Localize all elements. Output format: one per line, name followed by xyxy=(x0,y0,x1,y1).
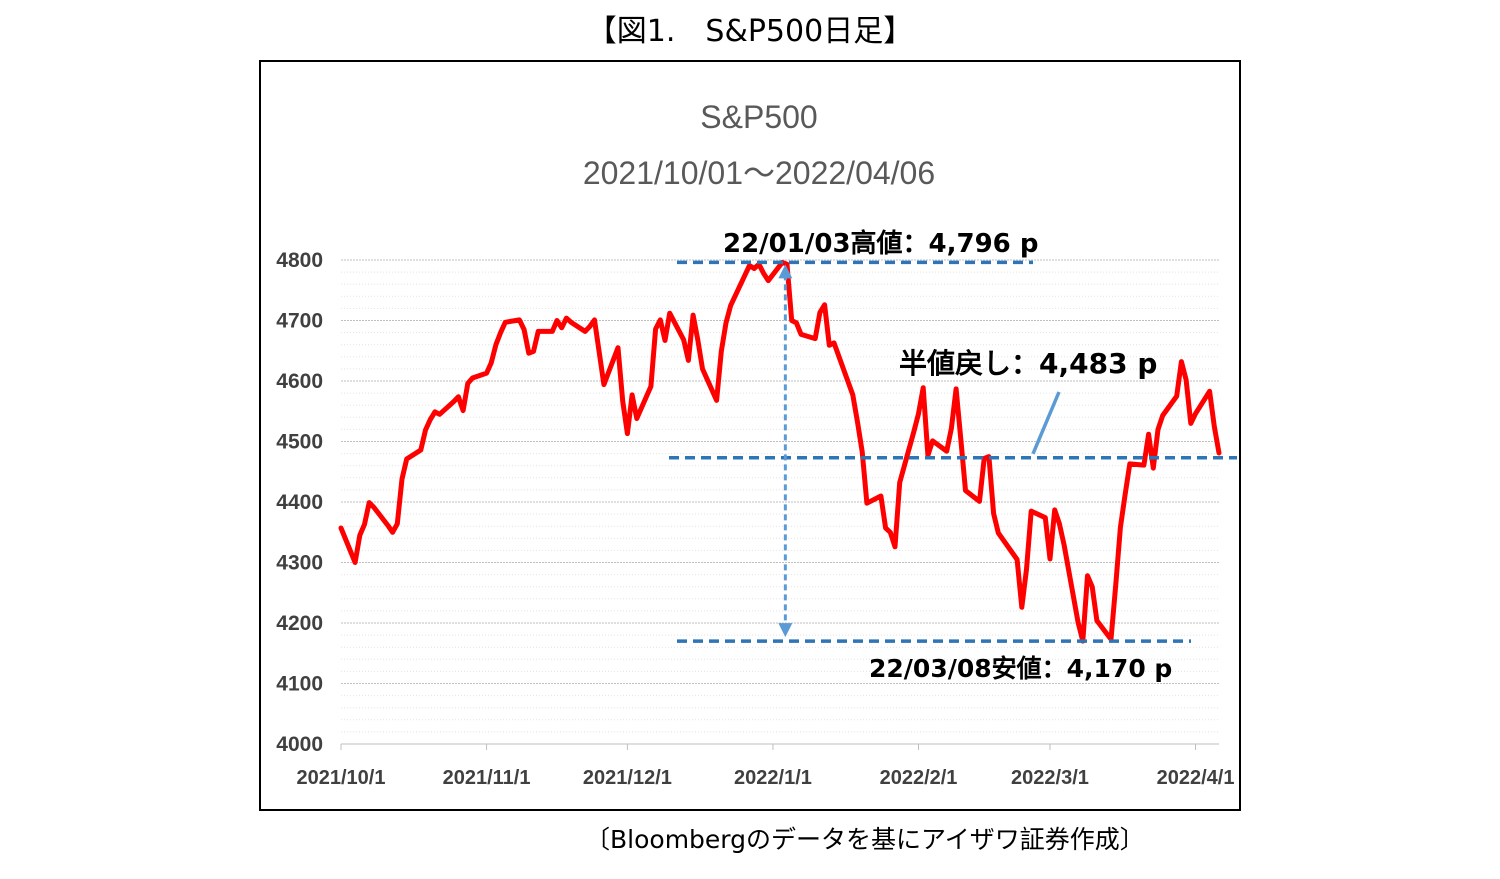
range-arrow-head-up xyxy=(778,264,793,279)
annotation-layer: 22/01/03高値：4,796 p 半値戻し：4,483 p 22/03/08安値… xyxy=(669,228,1237,683)
chart-canvas: S&P500 2021/10/01～2022/04/06 4000 4100 420… xyxy=(276,99,1237,789)
chart-title: S&P500 xyxy=(700,99,817,135)
half-retracement-leader xyxy=(1031,391,1061,455)
grid-layer xyxy=(341,259,1219,745)
low-label: 22/03/08安値：4,170 p xyxy=(869,654,1172,683)
y-tick-label: 4500 xyxy=(276,431,323,454)
chart-frame: S&P500 2021/10/01～2022/04/06 4000 4100 420… xyxy=(259,60,1241,811)
x-tick-label: 2021/12/1 xyxy=(583,767,672,789)
x-tick-label: 2022/4/1 xyxy=(1157,767,1235,789)
y-tick-label: 4800 xyxy=(276,249,323,272)
x-tick-label: 2022/1/1 xyxy=(734,767,812,789)
half-retracement-label: 半値戻し：4,483 p xyxy=(899,347,1157,380)
sp500-line xyxy=(338,259,1222,644)
axis-layer: 4000 4100 4200 4300 4400 4500 4600 4700 4800 2021… xyxy=(276,249,1234,789)
series-layer xyxy=(338,259,1222,644)
chart-subtitle: 2021/10/01～2022/04/06 xyxy=(583,155,935,191)
range-arrow-head-down xyxy=(778,623,793,638)
x-tick-label: 2021/11/1 xyxy=(443,767,531,789)
x-tick-label: 2021/10/1 xyxy=(297,767,386,789)
y-tick-label: 4400 xyxy=(276,491,323,514)
y-tick-label: 4100 xyxy=(276,673,323,696)
y-tick-label: 4700 xyxy=(276,310,323,333)
y-tick-label: 4300 xyxy=(276,552,323,575)
high-label: 22/01/03高値：4,796 p xyxy=(723,228,1038,259)
x-tick-label: 2022/2/1 xyxy=(880,767,958,789)
figure-caption: 【図1. S&P500日足】 xyxy=(586,14,914,49)
y-tick-label: 4600 xyxy=(276,370,323,393)
y-tick-label: 4200 xyxy=(276,612,323,635)
source-note: 〔Bloombergのデータを基にアイザワ証券作成〕 xyxy=(585,825,1145,854)
x-tick-label: 2022/3/1 xyxy=(1011,767,1089,789)
y-tick-label: 4000 xyxy=(276,733,323,756)
